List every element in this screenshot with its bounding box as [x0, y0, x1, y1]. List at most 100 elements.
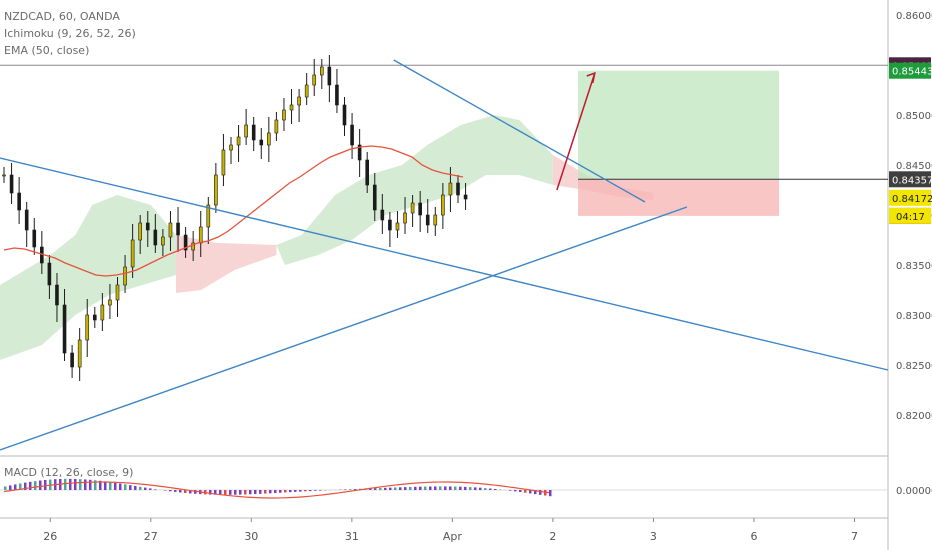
candle-body: [282, 109, 286, 121]
macd-hist-bar: [249, 490, 252, 495]
candle-body: [365, 159, 369, 186]
candle-body: [425, 214, 430, 226]
trendline-descending-long: [0, 157, 889, 371]
symbol-title[interactable]: NZDCAD, 60, OANDA: [4, 10, 120, 23]
arrow-head: [586, 71, 596, 84]
macd-hist-bar: [484, 488, 487, 490]
macd-hist-bar: [79, 479, 82, 490]
candle-body: [206, 204, 211, 228]
candle-body: [108, 299, 112, 306]
candle-body: [191, 242, 195, 251]
candle-body: [388, 219, 392, 231]
candle-body: [92, 314, 97, 321]
macd-hist-bar: [409, 486, 412, 490]
macd-hist-bar: [269, 490, 272, 494]
macd-label[interactable]: MACD (12, 26, close, 9): [4, 466, 134, 479]
x-tick-label: Apr: [443, 530, 463, 543]
macd-hist-bar: [319, 490, 322, 491]
macd-hist-bar: [279, 490, 282, 493]
macd-hist-bar: [264, 490, 267, 494]
candle-body: [77, 339, 82, 368]
candle-body: [372, 184, 377, 211]
candle-body: [357, 144, 362, 161]
candle-body: [251, 124, 256, 141]
macd-hist-bar: [189, 490, 192, 494]
macd-hist-bar: [469, 487, 472, 490]
macd-hist-bar: [309, 490, 312, 492]
macd-hist-bar: [259, 490, 262, 494]
macd-hist-bar: [459, 486, 462, 490]
macd-hist-bar: [254, 490, 257, 495]
ema-label[interactable]: EMA (50, close): [4, 44, 90, 57]
candle-body: [214, 174, 218, 206]
candle-body: [236, 136, 241, 146]
macd-hist-bar: [104, 481, 107, 490]
candle-body: [115, 284, 120, 301]
price-label: 0.85443: [892, 67, 932, 78]
price-label: 0.84357: [892, 175, 932, 186]
trendline-ascending-support: [0, 206, 688, 451]
macd-hist-bar: [99, 480, 102, 490]
macd-hist-bar: [519, 490, 522, 493]
candle-body: [418, 202, 422, 216]
candle-body: [2, 174, 6, 177]
macd-hist-bar: [539, 490, 542, 495]
macd-hist-bar: [179, 490, 182, 493]
x-tick-label: 27: [144, 530, 158, 543]
macd-hist-bar: [129, 485, 132, 490]
candle-body: [9, 174, 14, 194]
macd-hist-bar: [234, 490, 237, 495]
candle-body: [62, 304, 67, 354]
macd-hist-bar: [144, 487, 147, 490]
candle-body: [456, 182, 460, 196]
candle-body: [410, 202, 415, 214]
candle-body: [153, 229, 158, 246]
macd-hist-bar: [44, 479, 47, 490]
candle-body: [17, 192, 21, 211]
candle-body: [267, 132, 271, 146]
macd-hist-bar: [299, 490, 302, 492]
x-tick-label: 30: [244, 530, 258, 543]
macd-hist-bar: [394, 487, 397, 490]
candle-body: [123, 266, 127, 286]
price-label-bg: [889, 189, 931, 206]
macd-hist-bar: [449, 486, 452, 490]
candle-body: [289, 104, 294, 111]
candle-body: [342, 104, 347, 126]
macd-hist-bar: [154, 489, 157, 490]
x-tick-label: 7: [851, 530, 858, 543]
candle-body: [304, 84, 309, 98]
candle-body: [47, 262, 52, 286]
target-zone: [578, 70, 780, 180]
macd-hist-bar: [84, 479, 87, 490]
macd-hist-bar: [289, 490, 292, 493]
candle-body: [70, 352, 74, 368]
macd-hist-bar: [454, 486, 457, 490]
candle-body: [221, 149, 226, 176]
y-tick-label: 0.82000: [896, 411, 932, 422]
ichimoku-label[interactable]: Ichimoku (9, 26, 52, 26): [4, 27, 136, 40]
candle-body: [176, 222, 180, 236]
candle-body: [130, 239, 135, 268]
macd-hist-bar: [439, 486, 442, 490]
legend: NZDCAD, 60, OANDA Ichimoku (9, 26, 52, 2…: [4, 8, 136, 59]
macd-hist-bar: [69, 478, 72, 490]
macd-hist-bar: [214, 490, 217, 495]
macd-hist-bar: [224, 490, 227, 495]
candle-body: [441, 194, 445, 216]
macd-hist-bar: [244, 490, 247, 495]
macd-hist-bar: [89, 479, 92, 490]
macd-hist-bar: [544, 490, 547, 496]
macd-hist-bar: [389, 487, 392, 490]
macd-hist-bar: [524, 490, 527, 493]
ichimoku-cloud-bull-2: [276, 115, 553, 265]
macd-signal-line: [3, 481, 550, 499]
macd-hist-bar: [379, 488, 382, 490]
candle-body: [380, 209, 385, 221]
macd-hist-bar: [344, 489, 347, 490]
macd-hist-bar: [549, 490, 552, 497]
macd-hist-bar: [34, 481, 37, 490]
